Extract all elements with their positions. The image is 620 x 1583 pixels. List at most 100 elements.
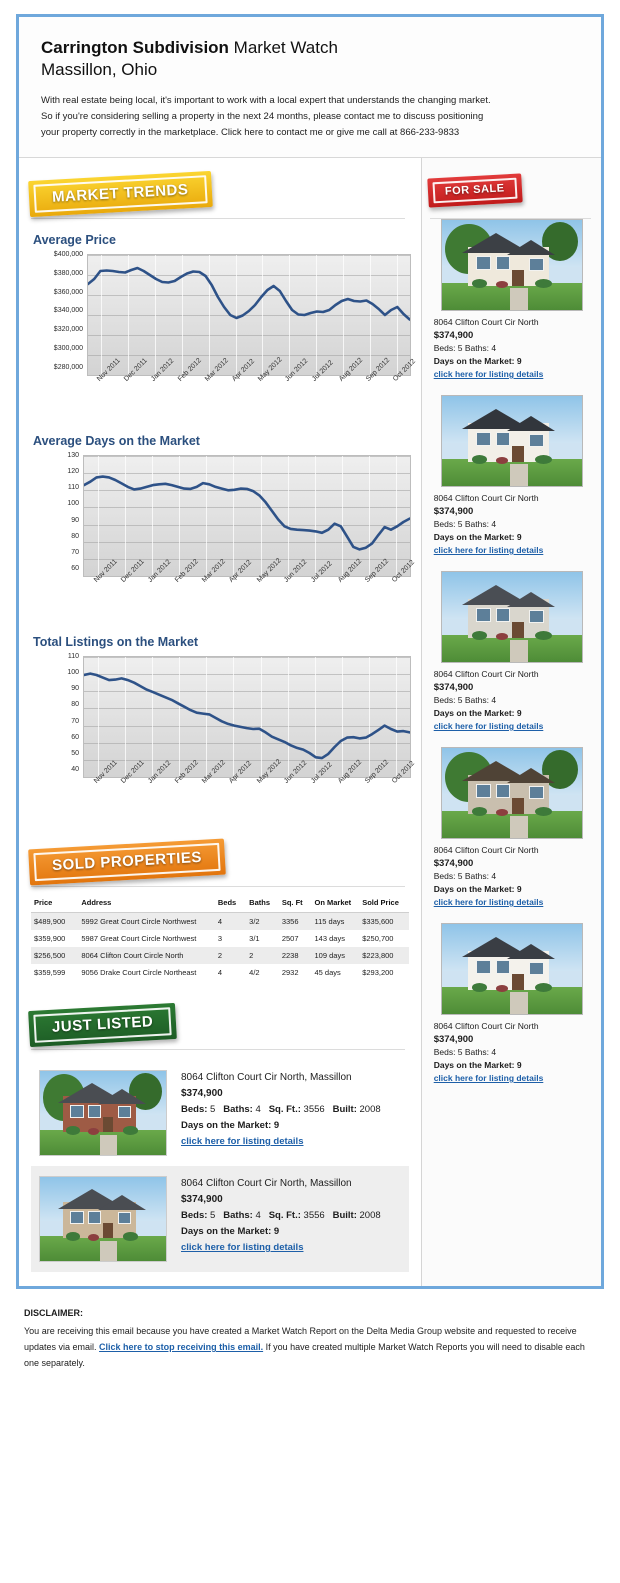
listing-beds-baths: Beds: 5 Baths: 4 [433,695,497,705]
chart-gridline [84,725,410,727]
listing-details-link[interactable]: click here for listing details [433,1073,544,1083]
listing-price: $374,900 [181,1088,223,1099]
chart-series-line [84,456,410,576]
intro-line-3[interactable]: your property correctly in the marketpla… [41,127,460,138]
listing-details-link[interactable]: click here for listing details [433,545,544,555]
property-photo-brick-two-story-house [40,1071,166,1155]
chart-gridline [316,255,317,375]
table-cell: 4 [217,968,223,977]
chart-gridline [315,657,316,777]
listing-details-link[interactable]: click here for listing details [433,721,544,731]
listing-thumbnail[interactable] [441,747,584,839]
chart-gridline [88,295,410,296]
chart-series-line [88,255,410,375]
chart-gridline [152,456,153,576]
property-photo-tan-brick-colonial-house [40,1177,166,1261]
market-trends-banner-wrap: MARKET TRENDS [19,170,421,218]
intro-line-2: So if you're considering selling a prope… [41,111,484,122]
chart-gridline [88,315,410,316]
disclaimer-heading: DISCLAIMER: [24,1308,83,1318]
listing-thumbnail[interactable] [39,1176,167,1262]
table-row: $489,900 5992 Great Court Circle Northwes… [31,912,409,930]
y-tick-label: 40 [71,765,79,773]
listing-days-on-market: Days on the Market: 9 [181,1226,280,1237]
chart-gridline [233,456,234,576]
listing-details-link[interactable]: click here for listing details [181,1136,304,1147]
just-listed-item[interactable]: 8064 Clifton Court Cir North, Massillon $… [31,1166,409,1272]
for-sale-divider [429,218,591,219]
table-cell: 5987 Great Court Circle Northwest [81,934,197,943]
y-tick-label: 70 [71,717,79,725]
y-tick-label: 90 [71,685,79,693]
listing-beds-baths: Beds: 5 Baths: 4 [433,1047,497,1057]
listing-beds-baths: Beds: 5 Baths: 4 [433,343,497,353]
listing-details-link[interactable]: click here for listing details [433,897,544,907]
x-axis-average-price: Nov 2011 Dec 2011 Jan 2012 Feb 2012 Mar 2012… [87,356,417,420]
listing-thumbnail[interactable] [441,219,584,311]
listing-days-on-market: Days on the Market: 9 [433,532,522,542]
y-tick-label: $380,000 [53,269,83,277]
chart-gridline [396,456,397,576]
just-listed-item[interactable]: 8064 Clifton Court Cir North, Massillon $… [31,1060,409,1166]
property-photo-grey-ranch-house [442,572,583,662]
just-listed-banner: JUST LISTED [28,1002,178,1048]
disclaimer-text-2: If you have created multiple Market Watc… [24,1342,585,1368]
y-tick-label: 70 [71,548,79,556]
y-tick-label: 80 [71,701,79,709]
listing-thumbnail[interactable] [441,395,584,487]
listing-beds-baths: Beds: 5 Baths: 4 [433,871,497,881]
report-name: Market Watch [228,38,338,57]
column-header: Sq. Ft [278,893,312,913]
page-title: Carrington Subdivision Market Watch [41,37,579,58]
subdivision-name: Carrington Subdivision [41,38,229,57]
y-tick-label: $300,000 [53,345,83,353]
sold-properties-table: Price Address Beds Baths Sq. Ft On Market Sold… [31,893,409,981]
y-tick-label: $320,000 [53,326,83,334]
for-sale-banner-wrap: FOR SALE [422,173,601,218]
y-tick-label: 100 [67,669,79,677]
listing-specs: Beds: 5 Baths: 4 Sq. Ft.: 3556 Built: 20… [181,1210,381,1221]
column-header: Price [31,893,79,913]
for-sale-banner-label: FOR SALE [444,182,505,198]
table-cell: 109 days [314,951,345,960]
table-cell: $250,700 [362,934,394,943]
table-cell: 143 days [314,934,345,943]
chart-gridline [369,657,370,777]
listing-details-link[interactable]: click here for listing details [433,369,544,379]
chart-gridline [84,456,410,457]
chart-gridline [262,255,263,375]
chart-gridline [101,255,102,375]
just-listed-list: 8064 Clifton Court Cir North, Massillon $… [31,1060,409,1272]
market-trends-divider [31,218,405,219]
table-row: $256,500 8064 Clifton Court Circle North 2… [31,947,409,964]
chart-gridline [182,255,183,375]
listing-thumbnail[interactable] [441,923,584,1015]
chart-title-avg-days: Average Days on the Market [33,434,200,448]
for-sale-listing[interactable]: 8064 Clifton Court Cir North $374,900 Beds… [434,747,591,909]
chart-gridline [179,657,180,777]
chart-gridline [288,456,289,576]
chart-average-price: Average Price $400,000 $380,000 $360,000 $3… [19,233,421,420]
y-tick-label: 60 [71,733,79,741]
column-header: On Market [311,893,360,913]
chart-gridline [84,742,410,744]
chart-gridline [369,456,370,576]
for-sale-listing[interactable]: 8064 Clifton Court Cir North $374,900 Beds… [434,219,591,381]
for-sale-listing[interactable]: 8064 Clifton Court Cir North $374,900 Beds… [434,923,591,1085]
table-cell: 4 [217,917,223,926]
unsubscribe-link[interactable]: Click here to stop receiving this email. [99,1342,264,1352]
y-axis-average-price: $400,000 $380,000 $360,000 $340,000 $320,000… [31,251,87,376]
listing-thumbnail[interactable] [441,571,584,663]
listing-thumbnail[interactable] [39,1070,167,1156]
listing-details-link[interactable]: click here for listing details [181,1242,304,1253]
column-header: Baths [246,893,279,913]
listing-info: 8064 Clifton Court Cir North $374,900 Beds… [434,316,591,381]
listing-info: 8064 Clifton Court Cir North, Massillon $… [167,1070,381,1156]
table-cell: 5992 Great Court Circle Northwest [81,917,197,926]
table-cell: 8064 Clifton Court Circle North [81,951,184,960]
x-axis-total-listings: Nov 2011 Dec 2011 Jan 2012 Feb 2012 Mar 2012… [83,758,416,822]
x-axis-avg-days: Nov 2011 Dec 2011 Jan 2012 Feb 2012 Mar 2012… [83,557,416,621]
for-sale-listing[interactable]: 8064 Clifton Court Cir North $374,900 Beds… [434,571,591,733]
for-sale-listing[interactable]: 8064 Clifton Court Cir North $374,900 Beds… [434,395,591,557]
chart-gridline [125,456,126,576]
